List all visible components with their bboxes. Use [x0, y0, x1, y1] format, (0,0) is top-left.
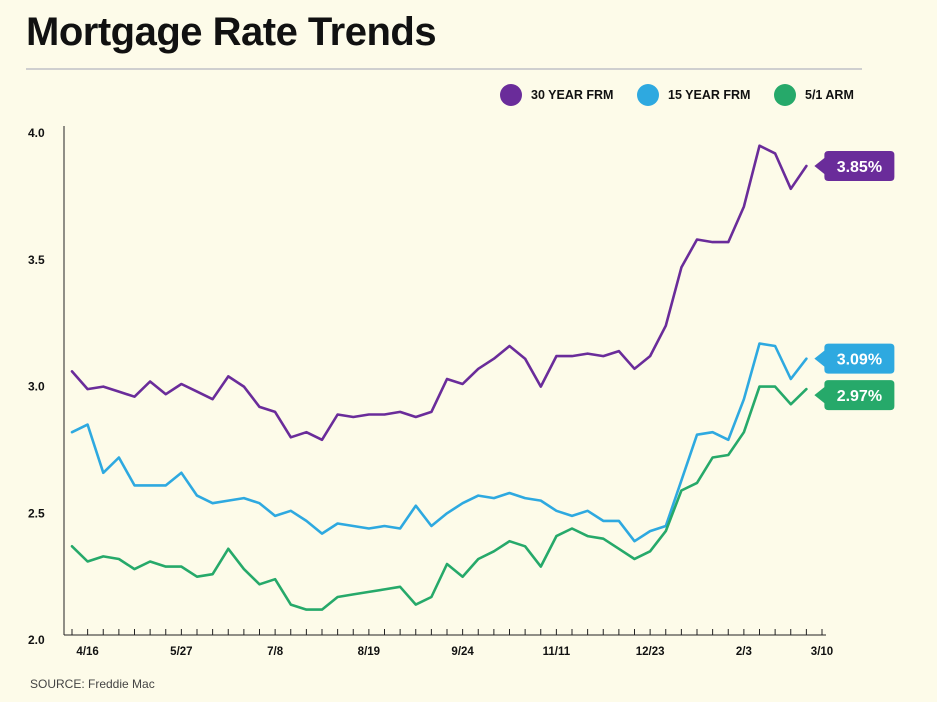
y-tick-label: 3.5 [28, 253, 45, 267]
x-tick-label: 9/24 [451, 646, 474, 658]
x-tick-label: 4/16 [76, 646, 98, 658]
x-tick-label: 3/10 [811, 646, 833, 658]
legend-item-5-1-arm: 5/1 ARM [774, 83, 854, 107]
callout-value-2: 3.09% [837, 352, 882, 369]
y-tick-label: 2.0 [28, 633, 45, 647]
x-tick-label: 5/27 [170, 646, 192, 658]
x-tick-label: 12/23 [636, 646, 665, 658]
callout-tag-3 [814, 380, 895, 411]
legend-swatch-30-year [500, 84, 522, 106]
callout-tag-1 [814, 151, 895, 182]
x-tick-label: 7/8 [267, 646, 284, 658]
y-tick-label: 2.5 [28, 506, 45, 520]
series-line-2 [70, 342, 808, 543]
legend-item-30-year: 30 YEAR FRM [500, 83, 613, 107]
callout-value-1: 3.85% [837, 159, 882, 176]
source-note: SOURCE: Freddie Mac [30, 677, 155, 691]
title-divider [26, 68, 862, 70]
chart-legend: 30 YEAR FRM 15 YEAR FRM 5/1 ARM [500, 83, 900, 107]
legend-label-5-1-arm: 5/1 ARM [805, 88, 854, 102]
x-tick-label: 8/19 [358, 646, 380, 658]
y-tick-label: 3.0 [28, 380, 45, 394]
callout-value-3: 2.97% [837, 388, 882, 405]
series-line-3 [70, 385, 808, 611]
legend-item-15-year: 15 YEAR FRM [637, 83, 750, 107]
y-tick-label: 4.0 [28, 126, 45, 140]
legend-swatch-5-1-arm [774, 84, 796, 106]
chart-title: Mortgage Rate Trends [26, 10, 437, 54]
x-tick-label: 11/11 [543, 646, 571, 658]
legend-swatch-15-year [637, 84, 659, 106]
legend-label-30-year: 30 YEAR FRM [531, 88, 614, 102]
legend-label-15-year: 15 YEAR FRM [668, 88, 751, 102]
x-tick-label: 2/3 [736, 646, 752, 658]
series-line-1 [70, 144, 808, 442]
callout-tag-2 [814, 343, 895, 374]
